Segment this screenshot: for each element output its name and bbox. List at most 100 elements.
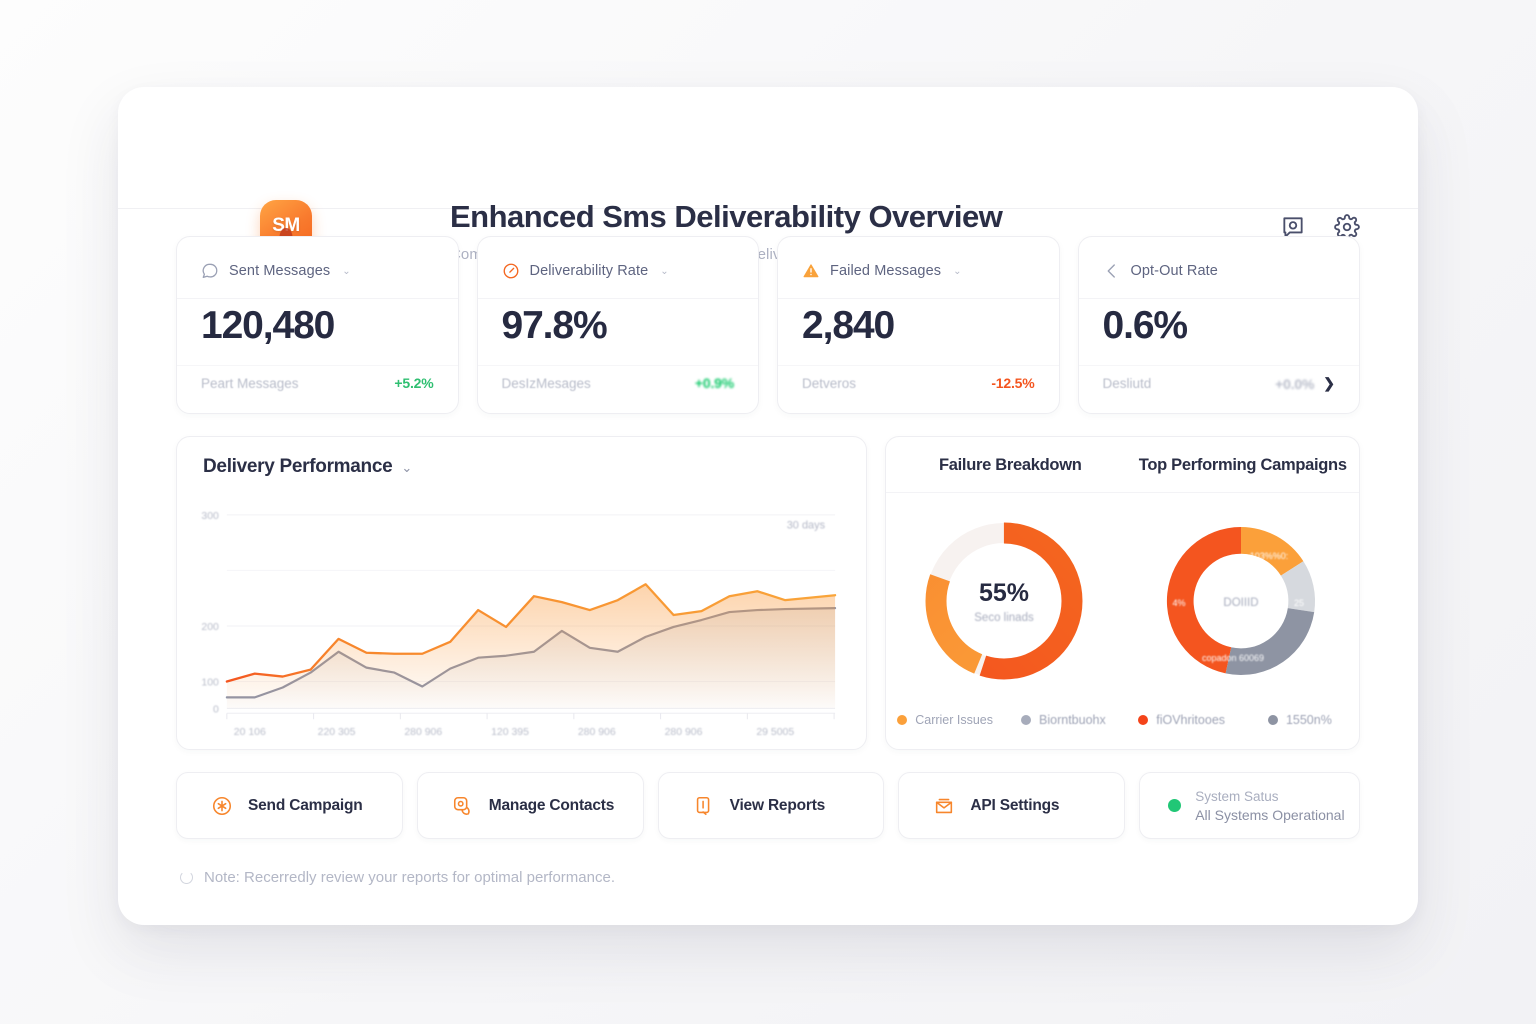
divider: [778, 298, 1059, 299]
view-reports-button[interactable]: View Reports: [657, 772, 885, 839]
failure-breakdown-title: Failure Breakdown: [938, 456, 1082, 474]
divider: [477, 298, 758, 299]
top-campaigns-header: Top Performing Campaigns: [1127, 456, 1360, 492]
svg-text:280 906: 280 906: [665, 727, 703, 738]
donut-legend: Carrier Issues Biorntbuohx fiOVhritooes …: [886, 713, 1359, 727]
kpi-footer-right: +0.0% ❯: [1275, 375, 1335, 392]
legend-dot: [1138, 715, 1149, 725]
campaign-donut-chart[interactable]: 103%%0: 25 copadon 60069 4% DOIIID: [1151, 511, 1331, 691]
kpi-footer: Peart Messages +5.2%: [201, 375, 434, 391]
segment-label-c: copadon 60069: [1202, 653, 1264, 663]
kpi-header: Failed Messages ⌄: [802, 259, 1035, 283]
kpi-card-deliverability-rate[interactable]: Deliverability Rate ⌄ 97.8% DesIzMesages…: [476, 236, 759, 414]
footer-note: Note: Recerredly review your reports for…: [118, 839, 1418, 886]
gauge-icon: [502, 262, 520, 280]
legend-item[interactable]: Biorntbuohx: [1004, 713, 1122, 727]
status-title: System Satus: [1195, 788, 1279, 804]
svg-text:280 906: 280 906: [404, 727, 442, 738]
status-lines: System Satus All Systems Operational: [1195, 789, 1344, 823]
kpi-delta: +5.2%: [394, 375, 434, 391]
kpi-footer: DesIzMesages +0.9%: [502, 375, 735, 391]
kpi-header: Opt-Out Rate: [1103, 259, 1336, 283]
legend-dot: [897, 715, 908, 725]
series-area-delivered: [226, 584, 836, 709]
failure-donut-chart[interactable]: 55% Seco linads: [914, 511, 1094, 691]
divider: [1078, 298, 1359, 299]
status-value: All Systems Operational: [1195, 806, 1345, 823]
action-row: Send Campaign Manage Contacts View Repor…: [118, 750, 1418, 839]
action-label: API Settings: [970, 796, 1060, 814]
chart-range-label: 30 days: [787, 520, 826, 532]
kpi-value: 120,480: [201, 304, 335, 347]
kpi-card-opt-out-rate[interactable]: Opt-Out Rate 0.6% Desliutd +0.0% ❯: [1077, 236, 1360, 414]
system-status-card: System Satus All Systems Operational: [1139, 772, 1360, 839]
chevron-right-icon[interactable]: ❯: [1323, 375, 1335, 391]
kpi-value: 97.8%: [501, 304, 608, 347]
kpi-delta: -12.5%: [991, 375, 1035, 391]
slice-carrier-issues: [925, 522, 1083, 680]
donut-center-value: 55%: [979, 579, 1029, 607]
action-label: View Reports: [729, 796, 826, 814]
kpi-header: Deliverability Rate ⌄: [502, 259, 735, 283]
legend-dot: [1021, 715, 1032, 725]
kpi-header: Sent Messages ⌄: [201, 259, 434, 283]
chevron-down-icon[interactable]: ⌄: [953, 265, 962, 277]
campaign-donut-center-label: DOIIID: [1223, 597, 1258, 609]
divider: [177, 298, 458, 299]
inspect-icon[interactable]: [1280, 214, 1306, 240]
svg-text:120 395: 120 395: [491, 727, 529, 738]
y-axis-labels: 300 200 100 0: [201, 511, 219, 715]
legend-label: Biorntbuohx: [1039, 713, 1106, 727]
divider: [477, 365, 758, 366]
legend-item[interactable]: fiOVhritooes: [1123, 713, 1241, 727]
donut-headers: Failure Breakdown Top Performing Campaig…: [886, 437, 1359, 493]
chevron-down-icon[interactable]: ⌄: [342, 265, 351, 277]
svg-text:0: 0: [213, 704, 219, 715]
chevron-down-icon[interactable]: ⌄: [660, 265, 669, 277]
api-settings-button[interactable]: API Settings: [898, 772, 1126, 839]
breakdown-panel: Failure Breakdown Top Performing Campaig…: [885, 436, 1360, 750]
svg-text:20 106: 20 106: [234, 727, 266, 738]
kpi-sublabel: Detveros: [802, 375, 857, 391]
legend-item[interactable]: 1550n%: [1241, 713, 1359, 727]
segment-label-b: 25: [1294, 598, 1304, 608]
donut-body: 55% Seco linads: [886, 493, 1359, 685]
kpi-card-failed-messages[interactable]: Failed Messages ⌄ 2,840 Detveros -12.5%: [777, 236, 1060, 414]
action-label: Manage Contacts: [488, 796, 615, 814]
legend-label: 1550n%: [1285, 713, 1332, 727]
segment-label-a: 103%%0:: [1249, 551, 1288, 561]
message-bubble-icon: [201, 262, 219, 280]
kpi-card-sent-messages[interactable]: Sent Messages ⌄ 120,480 Peart Messages +…: [176, 236, 459, 414]
slice-blocked: [925, 522, 1083, 680]
legend-label: fiOVhritooes: [1156, 713, 1226, 727]
slice-campaign-b: [1280, 561, 1315, 613]
send-campaign-button[interactable]: Send Campaign: [176, 772, 403, 839]
legend-item[interactable]: Carrier Issues: [886, 713, 1004, 727]
page-title: Enhanced Sms Deliverability Overview: [450, 199, 1003, 234]
divider: [1078, 365, 1359, 366]
svg-text:29 5005: 29 5005: [756, 727, 794, 738]
chart-title: Delivery Performance: [203, 456, 393, 477]
kpi-value: 0.6%: [1102, 304, 1189, 347]
chart-canvas: 300 200 100 0 30 days: [177, 493, 866, 749]
chevron-down-icon[interactable]: ⌄: [401, 459, 413, 475]
status-indicator-dot: [1168, 799, 1182, 812]
action-label: Send Campaign: [248, 796, 363, 814]
divider: [778, 365, 1059, 366]
chart-header[interactable]: Delivery Performance ⌄: [177, 437, 866, 478]
kpi-delta: +0.0%: [1275, 375, 1315, 392]
campaign-donut-col: 103%%0: 25 copadon 60069 4% DOIIID: [1123, 511, 1360, 685]
kpi-label: Deliverability Rate: [529, 263, 649, 279]
legend-dot: [1267, 715, 1278, 725]
kpi-label: Opt-Out Rate: [1130, 263, 1218, 279]
top-campaigns-title: Top Performing Campaigns: [1138, 456, 1347, 474]
slice-campaign-d: [1166, 526, 1241, 674]
divider: [177, 365, 458, 366]
manage-contacts-button[interactable]: Manage Contacts: [416, 772, 644, 839]
segment-label-d: 4%: [1172, 598, 1185, 608]
slice-campaign-c: [1225, 608, 1314, 676]
warning-triangle-icon: [802, 262, 820, 280]
failure-donut-col: 55% Seco linads: [886, 511, 1123, 685]
chevron-left-icon: [1103, 262, 1121, 280]
kpi-value: 2,840: [802, 304, 895, 347]
